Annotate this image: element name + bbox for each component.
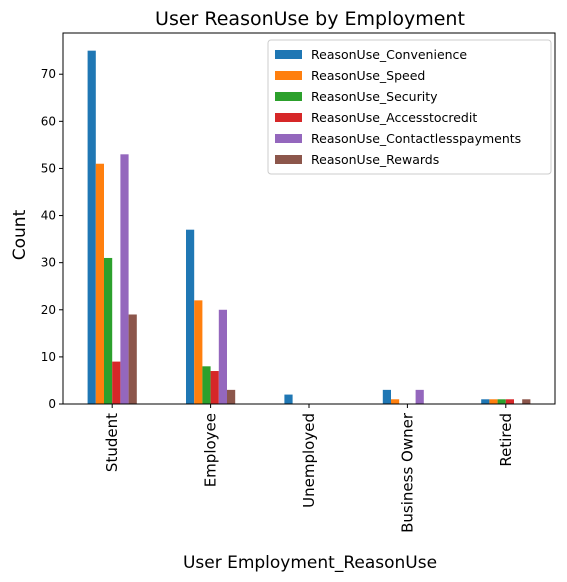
bar-reasonuse-accesstocredit-employee <box>210 371 219 404</box>
chart-title: User ReasonUse by Employment <box>155 8 465 30</box>
legend-swatch-reasonuse-convenience <box>275 50 302 59</box>
bar-reasonuse-accesstocredit-retired <box>505 399 514 404</box>
y-tick-label-0: 0 <box>48 397 56 411</box>
legend-label-reasonuse-accesstocredit: ReasonUse_Accesstocredit <box>311 110 477 125</box>
x-tick-label-student: Student <box>103 413 121 472</box>
y-tick-label-10: 10 <box>41 350 56 364</box>
legend-swatch-reasonuse-speed <box>275 71 302 80</box>
bar-reasonuse-convenience-unemployed <box>284 394 293 404</box>
y-axis-label: Count <box>10 209 30 260</box>
x-tick-label-retired: Retired <box>497 413 515 467</box>
legend-swatch-reasonuse-security <box>275 92 302 101</box>
bar-reasonuse-contactlesspayments-employee <box>218 309 227 404</box>
bar-reasonuse-security-student <box>104 257 113 404</box>
y-tick-label-30: 30 <box>41 256 56 270</box>
legend-label-reasonuse-contactlesspayments: ReasonUse_Contactlesspayments <box>311 131 521 146</box>
y-tick-label-40: 40 <box>41 209 56 223</box>
legend-box <box>267 39 552 175</box>
legend-label-reasonuse-rewards: ReasonUse_Rewards <box>311 152 439 167</box>
bar-reasonuse-security-employee <box>202 366 211 404</box>
y-tick-label-70: 70 <box>41 67 56 81</box>
y-tick-label-60: 60 <box>41 114 56 128</box>
bar-reasonuse-speed-business-owner <box>391 399 400 404</box>
bar-reasonuse-contactlesspayments-business-owner <box>415 389 424 404</box>
bar-reasonuse-contactlesspayments-student <box>120 154 129 404</box>
bar-reasonuse-rewards-student <box>128 314 137 404</box>
bar-reasonuse-speed-student <box>95 163 104 404</box>
bar-reasonuse-security-retired <box>497 399 506 404</box>
x-tick-label-business-owner: Business Owner <box>398 412 416 533</box>
legend-label-reasonuse-speed: ReasonUse_Speed <box>311 68 425 83</box>
bar-reasonuse-rewards-retired <box>522 399 531 404</box>
bar-reasonuse-speed-retired <box>489 399 498 404</box>
bar-reasonuse-rewards-employee <box>227 389 236 404</box>
legend-label-reasonuse-security: ReasonUse_Security <box>311 89 438 104</box>
x-axis-ticks: Student Employee Unemployed Business Owner R… <box>103 404 515 533</box>
y-tick-label-50: 50 <box>41 161 56 175</box>
bar-reasonuse-speed-employee <box>194 300 203 404</box>
legend-label-reasonuse-convenience: ReasonUse_Convenience <box>311 47 467 62</box>
bars-group <box>87 50 531 405</box>
bar-reasonuse-convenience-student <box>87 50 96 405</box>
legend-swatch-reasonuse-contactlesspayments <box>275 134 302 143</box>
legend: ReasonUse_Convenience ReasonUse_Speed Reas… <box>267 39 552 175</box>
bar-reasonuse-convenience-employee <box>186 229 195 404</box>
bar-reasonuse-accesstocredit-student <box>112 361 121 404</box>
x-tick-label-employee: Employee <box>202 413 220 487</box>
legend-swatch-reasonuse-rewards <box>275 155 302 164</box>
x-tick-label-unemployed: Unemployed <box>300 413 318 508</box>
plot-frame <box>62 32 556 405</box>
y-axis-ticks: 0 10 20 30 40 50 60 70 <box>41 67 63 411</box>
bar-reasonuse-convenience-business-owner <box>382 389 391 404</box>
bar-reasonuse-convenience-retired <box>481 399 490 404</box>
legend-swatch-reasonuse-accesstocredit <box>275 113 302 122</box>
x-axis-label: User Employment_ReasonUse <box>183 553 437 573</box>
y-tick-label-20: 20 <box>41 303 56 317</box>
